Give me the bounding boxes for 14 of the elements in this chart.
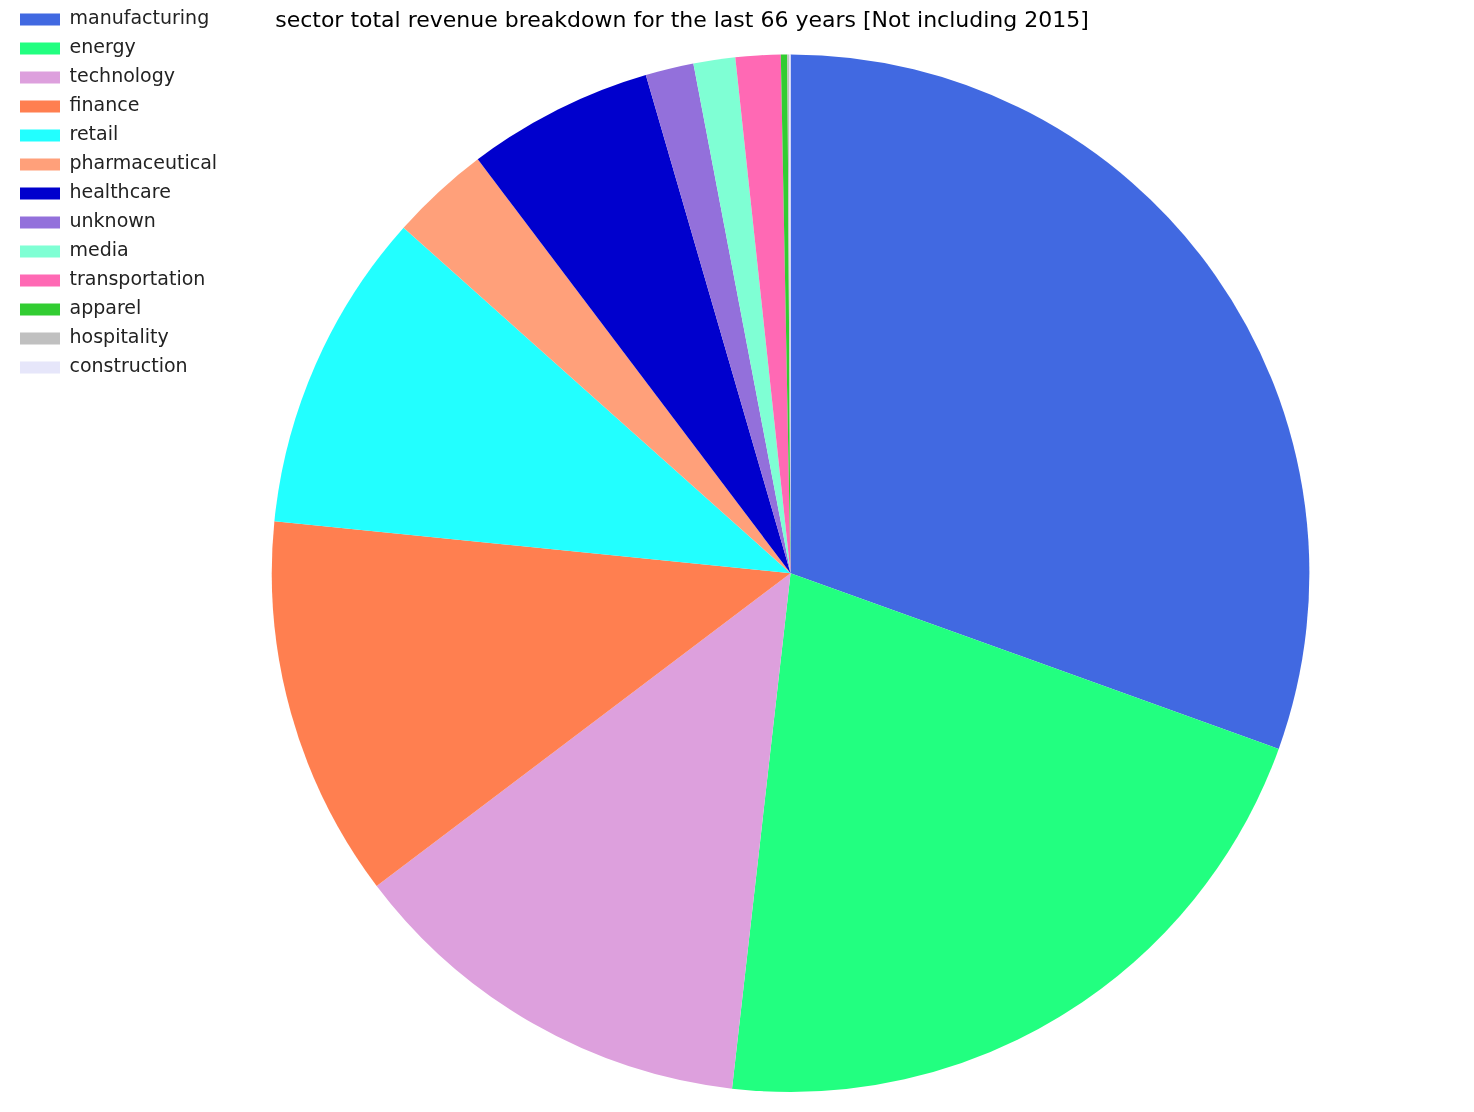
legend-label: pharmaceutical (69, 151, 218, 174)
legend-label: unknown (69, 209, 156, 232)
legend-label: technology (69, 64, 176, 87)
legend-label: energy (69, 35, 136, 58)
legend-label: retail (69, 122, 119, 145)
legend-label: healthcare (69, 180, 171, 203)
legend-label: manufacturing (69, 6, 210, 29)
chart-title: sector total revenue breakdown for the last 66 years [Not including 2015] (275, 6, 1089, 32)
legend-label: transportation (69, 267, 206, 290)
legend-label: hospitality (69, 325, 169, 348)
legend-label: media (69, 238, 129, 261)
legend-label: construction (69, 354, 188, 377)
legend-label: apparel (69, 296, 142, 319)
legend-label: finance (69, 93, 140, 116)
